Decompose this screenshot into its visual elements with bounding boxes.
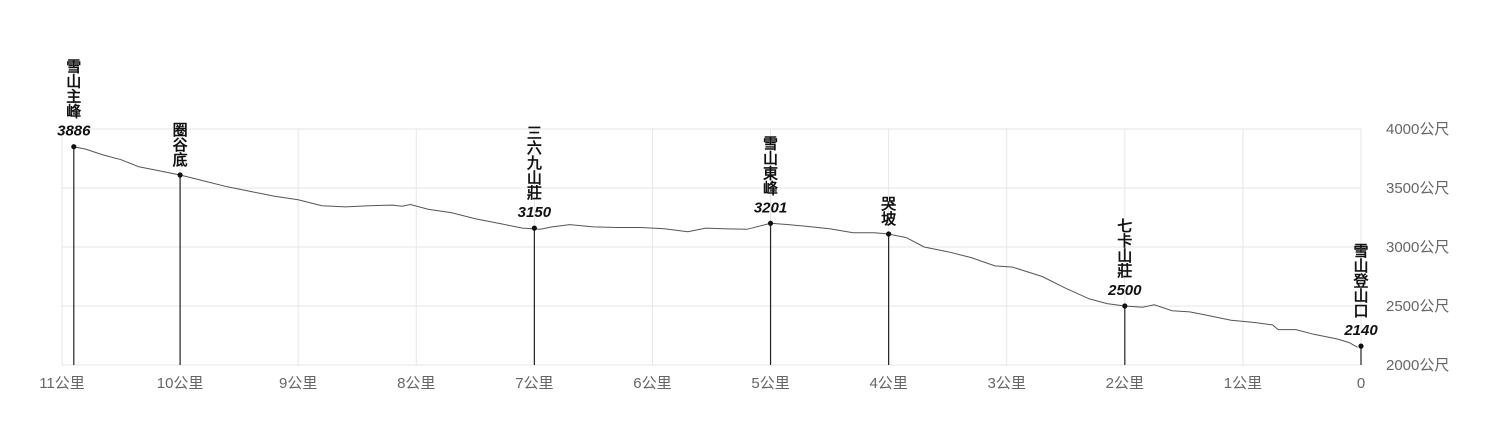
waypoint-elevation: 2140 [1343, 322, 1378, 339]
x-tick-label: 1公里 [1224, 375, 1262, 392]
y-tick-label: 2000公尺 [1386, 357, 1449, 374]
y-tick-label: 2500公尺 [1386, 298, 1449, 315]
waypoint-elevation: 3201 [754, 199, 787, 216]
waypoint: 2140 雪山登山口 [1343, 242, 1378, 365]
x-tick-label: 4公里 [869, 375, 907, 392]
waypoint-elevation: 3886 [57, 123, 91, 140]
waypoint: 2500 七卡山莊 [1107, 217, 1142, 365]
waypoint: 哭坡 [880, 195, 897, 365]
waypoint-name: 三六九山莊 [526, 124, 542, 202]
waypoint-name: 雪山東峰 [763, 134, 779, 197]
x-tick-label: 7公里 [515, 375, 553, 392]
axis-ticks: 11公里 10公里 9公里 8公里 7公里 6公里 5公里 4公里 3公里 2公里 1公里 0 4000… [39, 121, 1449, 392]
waypoint: 圈谷底 [173, 121, 189, 365]
elevation-profile-line [73, 146, 1358, 348]
waypoint-name: 圈谷底 [173, 121, 189, 169]
x-tick-label: 10公里 [157, 375, 204, 392]
waypoint-dot [767, 220, 774, 226]
grid [61, 128, 1362, 366]
waypoint: 3201 雪山東峰 [754, 134, 787, 365]
waypoint-name: 雪山登山口 [1352, 242, 1369, 320]
y-tick-label: 3500公尺 [1386, 180, 1449, 197]
waypoint-dot [1122, 303, 1128, 309]
waypoint-dot [177, 172, 183, 178]
x-tick-label: 5公里 [751, 375, 789, 392]
waypoint: 3886 雪山主峰 [57, 58, 91, 365]
waypoint-elevation: 3150 [518, 204, 552, 221]
x-tick-label: 8公里 [397, 375, 435, 392]
waypoint-elevation: 2500 [1107, 282, 1142, 299]
x-tick-label: 11公里 [39, 375, 85, 392]
y-tick-label: 3000公尺 [1386, 239, 1449, 256]
y-tick-label: 4000公尺 [1386, 121, 1449, 138]
x-tick-label: 6公里 [633, 375, 671, 392]
waypoint-name: 哭坡 [880, 195, 897, 228]
waypoint-name: 雪山主峰 [66, 58, 82, 121]
waypoint-dot [71, 144, 77, 150]
waypoint-dot [886, 231, 892, 237]
x-tick-label: 3公里 [988, 375, 1026, 392]
waypoint-dot [1358, 343, 1364, 349]
waypoint-name: 七卡山莊 [1117, 217, 1132, 280]
x-tick-label: 2公里 [1106, 375, 1144, 392]
waypoint: 3150 三六九山莊 [518, 124, 552, 365]
waypoint-dot [531, 225, 537, 231]
x-tick-label: 0 [1357, 375, 1365, 392]
x-tick-label: 9公里 [279, 375, 317, 392]
